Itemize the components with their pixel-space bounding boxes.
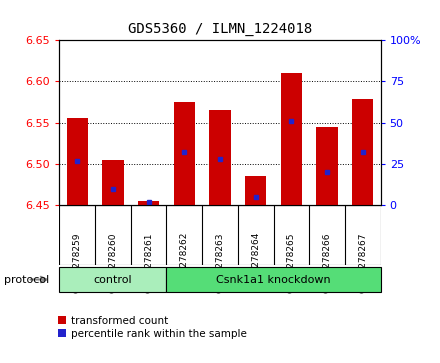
Text: GSM1278262: GSM1278262 — [180, 232, 189, 293]
Text: GSM1278265: GSM1278265 — [287, 232, 296, 293]
Bar — [245, 176, 266, 205]
Bar — [66, 118, 88, 205]
Text: GSM1278260: GSM1278260 — [108, 232, 117, 293]
Text: Csnk1a1 knockdown: Csnk1a1 knockdown — [216, 274, 331, 285]
Text: GSM1278261: GSM1278261 — [144, 232, 153, 293]
Bar — [166, 267, 381, 292]
Legend: transformed count, percentile rank within the sample: transformed count, percentile rank withi… — [56, 314, 249, 341]
Bar — [102, 160, 124, 205]
Bar — [59, 267, 166, 292]
Text: GSM1278264: GSM1278264 — [251, 232, 260, 293]
Text: GSM1278259: GSM1278259 — [73, 232, 82, 293]
Text: control: control — [94, 274, 132, 285]
Text: GSM1278266: GSM1278266 — [323, 232, 332, 293]
Bar — [281, 73, 302, 205]
Bar — [352, 99, 374, 205]
Bar — [174, 102, 195, 205]
Bar — [209, 110, 231, 205]
Bar — [316, 127, 338, 205]
Text: protocol: protocol — [4, 274, 50, 285]
Title: GDS5360 / ILMN_1224018: GDS5360 / ILMN_1224018 — [128, 22, 312, 36]
Bar — [138, 201, 159, 205]
Text: GSM1278263: GSM1278263 — [216, 232, 224, 293]
Text: GSM1278267: GSM1278267 — [358, 232, 367, 293]
